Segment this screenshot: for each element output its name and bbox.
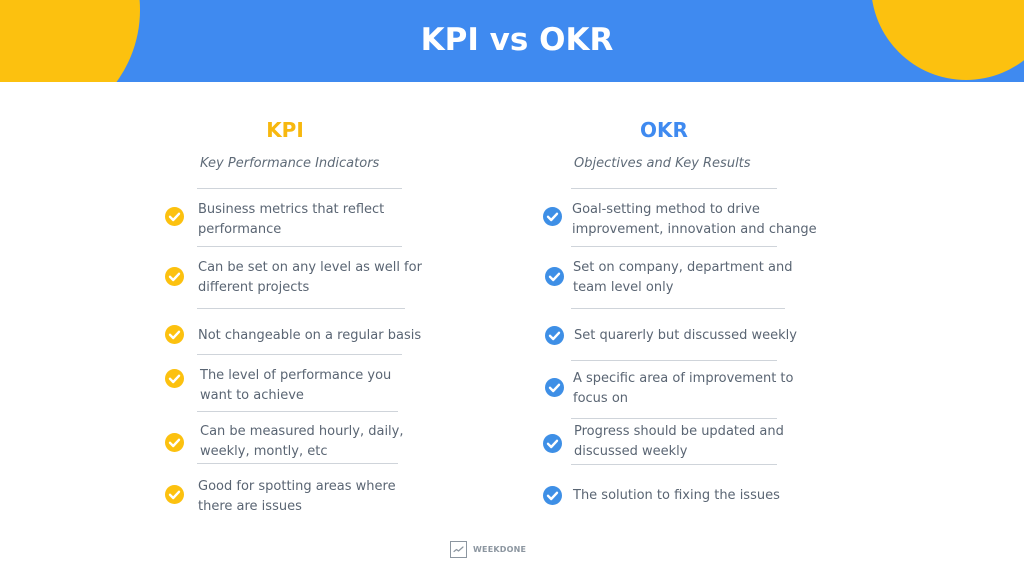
weekdone-logo: WEEKDONE bbox=[450, 541, 526, 558]
check-icon bbox=[545, 326, 564, 345]
kpi-item-line2: performance bbox=[198, 222, 282, 237]
kpi-item-line1: The level of performance you bbox=[200, 368, 392, 383]
check-icon bbox=[543, 486, 562, 505]
okr-item-line1: Goal-setting method to drive bbox=[572, 202, 760, 217]
kpi-subtitle: Key Performance Indicators bbox=[200, 156, 380, 171]
okr-divider bbox=[571, 360, 777, 361]
okr-item-line1: A specific area of improvement to bbox=[573, 371, 794, 386]
okr-item-line1: Set on company, department and bbox=[573, 260, 793, 275]
check-icon bbox=[165, 433, 184, 452]
kpi-item-line1: Business metrics that reflect bbox=[198, 202, 385, 217]
okr-item-line2: focus on bbox=[573, 391, 629, 406]
kpi-item-line2: there are issues bbox=[198, 499, 302, 514]
check-icon bbox=[543, 207, 562, 226]
kpi-item-line1: Can be measured hourly, daily, bbox=[200, 424, 404, 439]
okr-item-line2: discussed weekly bbox=[574, 444, 688, 459]
kpi-divider bbox=[197, 188, 402, 189]
okr-item-line1: Progress should be updated and bbox=[574, 424, 784, 439]
check-icon bbox=[165, 369, 184, 388]
decorative-circle-left bbox=[0, 0, 140, 82]
kpi-item-line2: want to achieve bbox=[200, 388, 304, 403]
brand-name: WEEKDONE bbox=[473, 545, 527, 554]
kpi-item-line1: Can be set on any level as well for bbox=[198, 260, 422, 275]
okr-subtitle: Objectives and Key Results bbox=[574, 156, 751, 171]
kpi-divider bbox=[197, 308, 405, 309]
okr-divider bbox=[571, 188, 777, 189]
okr-divider bbox=[571, 308, 785, 309]
check-icon bbox=[545, 267, 564, 286]
kpi-divider bbox=[197, 246, 402, 247]
check-icon bbox=[545, 378, 564, 397]
kpi-divider bbox=[197, 354, 402, 355]
header-banner: KPI vs OKR bbox=[0, 0, 1024, 82]
okr-item-line1: The solution to fixing the issues bbox=[573, 488, 780, 503]
check-icon bbox=[165, 325, 184, 344]
check-icon bbox=[543, 434, 562, 453]
check-icon bbox=[165, 267, 184, 286]
chart-check-icon bbox=[450, 541, 467, 558]
okr-item-line2: team level only bbox=[573, 280, 674, 295]
okr-divider bbox=[571, 418, 777, 419]
kpi-item-line1: Not changeable on a regular basis bbox=[198, 328, 422, 343]
kpi-divider bbox=[197, 411, 398, 412]
okr-column-title: OKR bbox=[640, 118, 688, 142]
okr-item-line2: improvement, innovation and change bbox=[572, 222, 817, 237]
check-icon bbox=[165, 207, 184, 226]
kpi-item-line2: weekly, montly, etc bbox=[200, 444, 328, 459]
okr-divider bbox=[571, 464, 777, 465]
okr-divider bbox=[571, 246, 777, 247]
kpi-item-line1: Good for spotting areas where bbox=[198, 479, 396, 494]
check-icon bbox=[165, 485, 184, 504]
kpi-column-title: KPI bbox=[266, 118, 304, 142]
kpi-divider bbox=[197, 463, 398, 464]
okr-item-line1: Set quarerly but discussed weekly bbox=[574, 328, 797, 343]
kpi-item-line2: different projects bbox=[198, 280, 310, 295]
page-title: KPI vs OKR bbox=[420, 22, 614, 58]
